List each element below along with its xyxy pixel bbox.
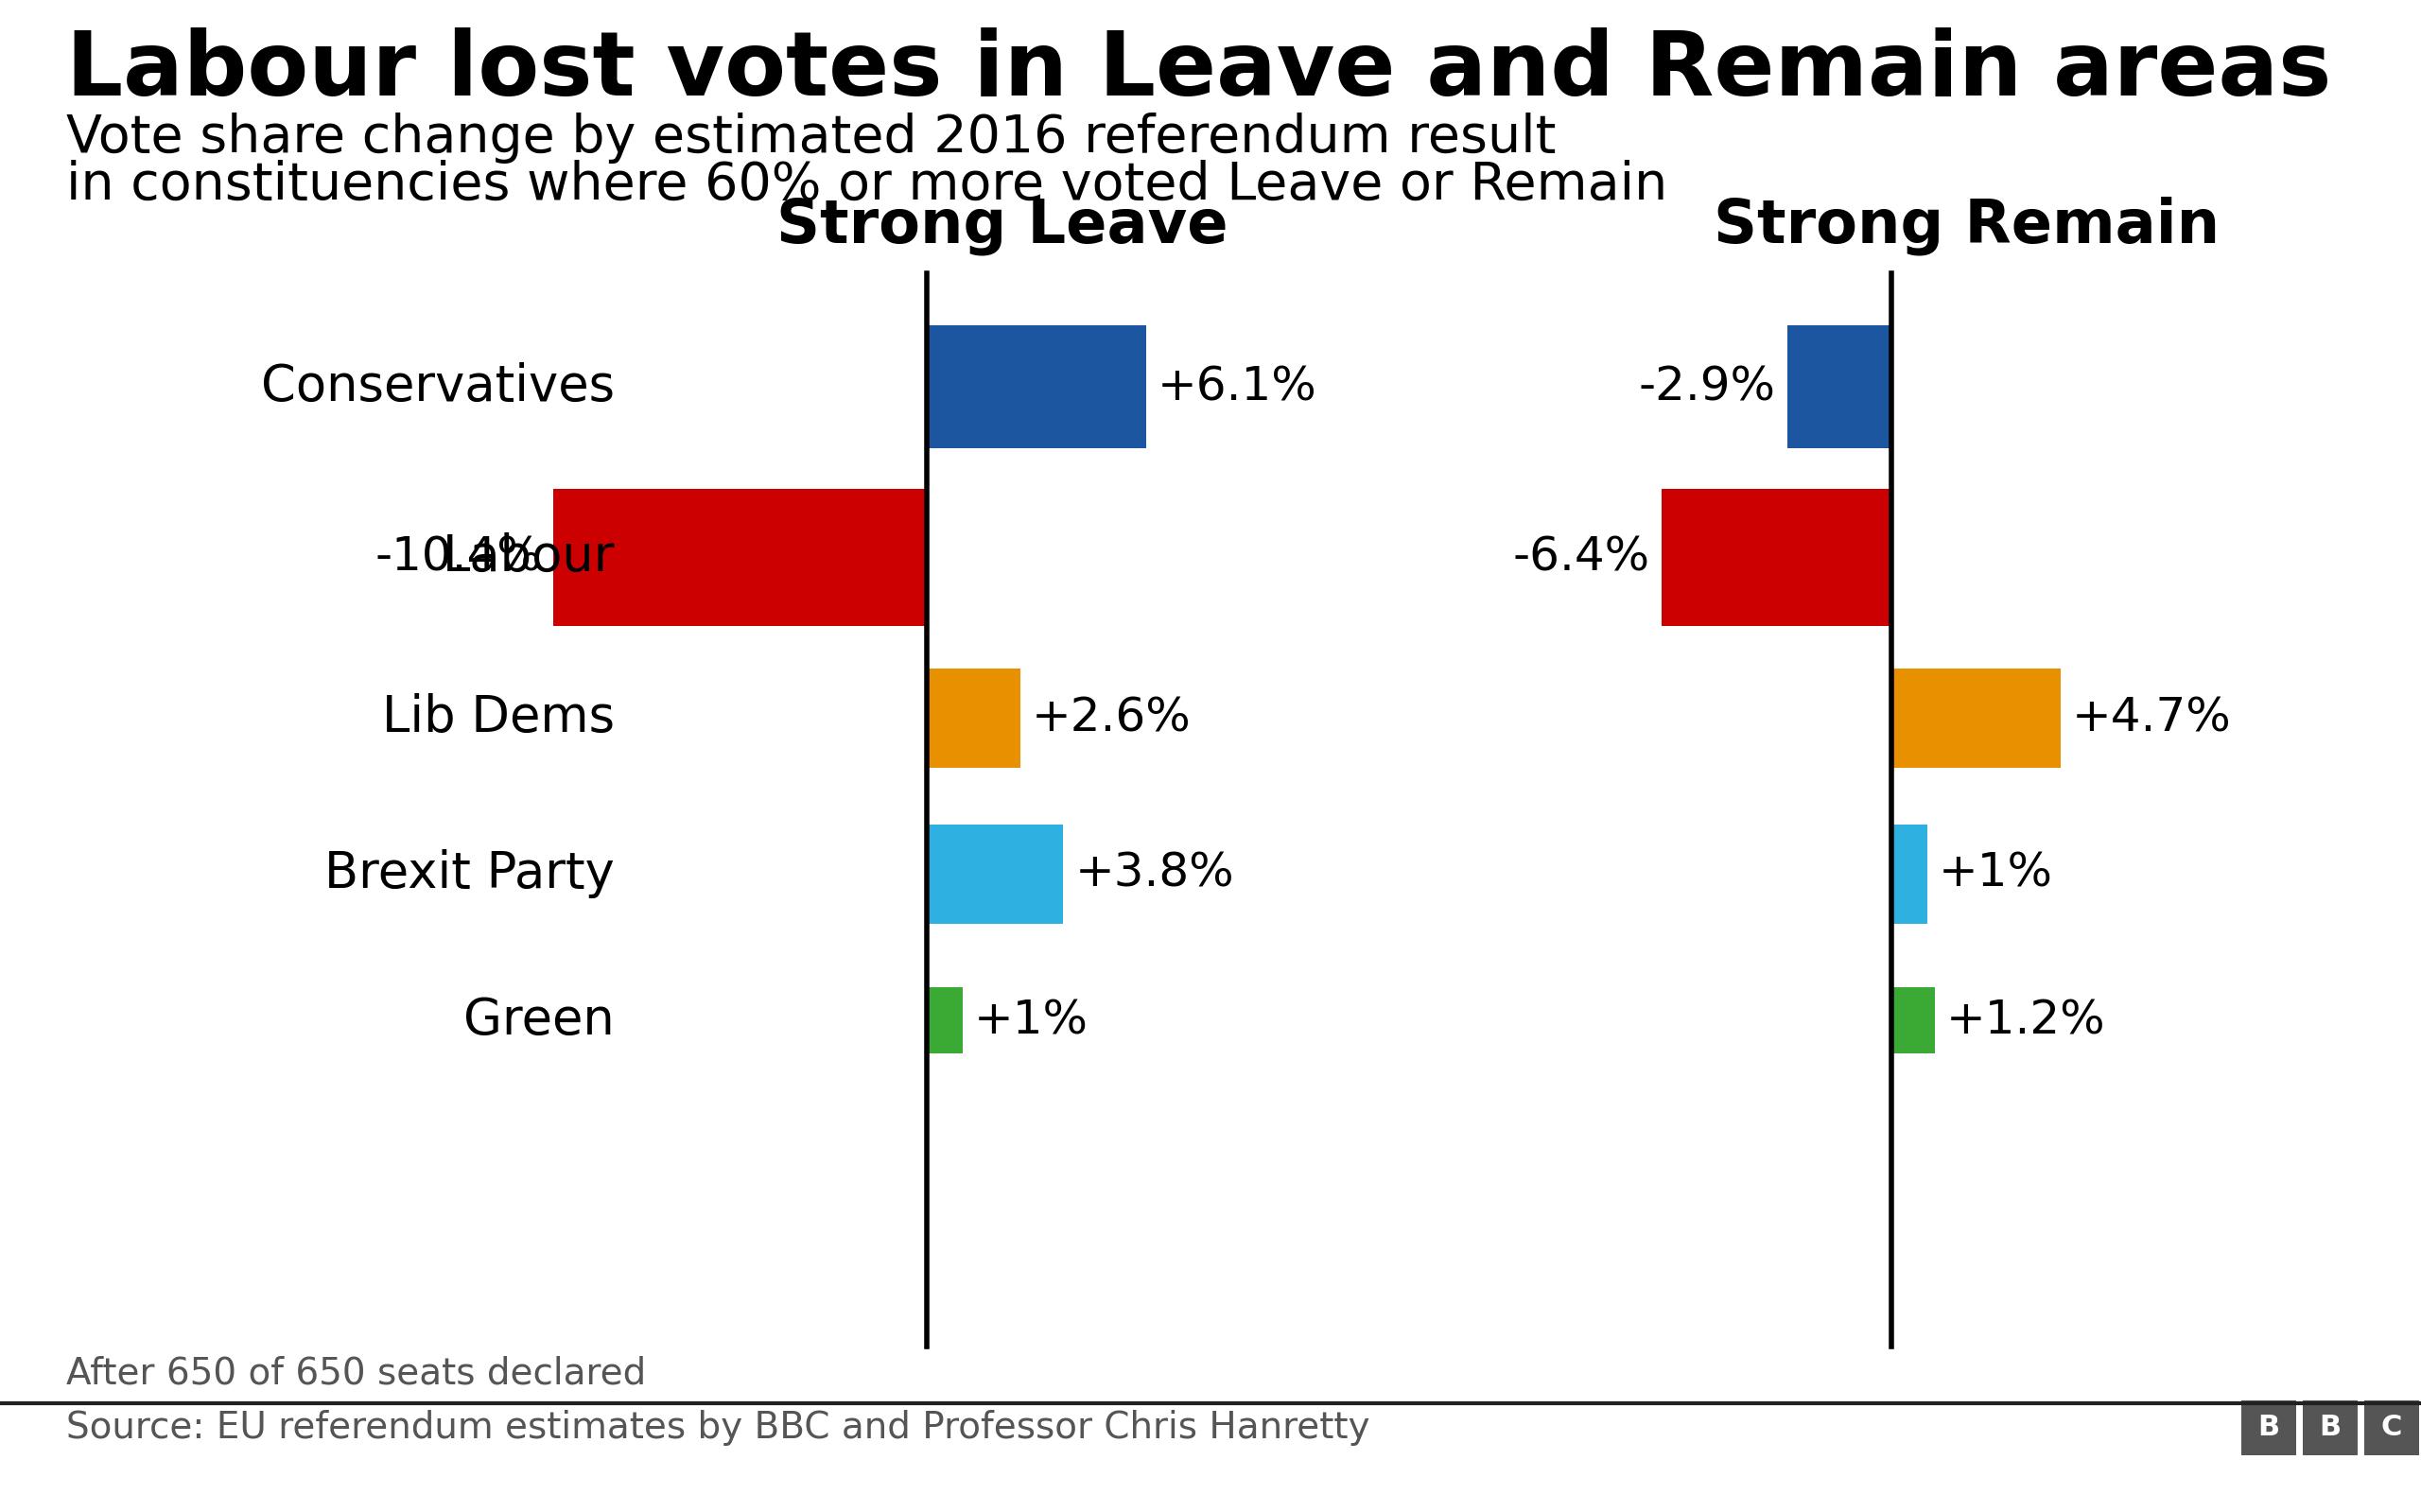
Text: Lib Dems: Lib Dems <box>383 692 615 742</box>
Text: C: C <box>2382 1414 2402 1441</box>
Bar <box>927 668 1019 768</box>
Bar <box>1891 987 1934 1054</box>
Text: -2.9%: -2.9% <box>1639 364 1777 410</box>
Bar <box>927 824 1063 924</box>
Text: +1.2%: +1.2% <box>1946 998 2106 1043</box>
Text: Strong Remain: Strong Remain <box>1714 197 2220 256</box>
Text: +2.6%: +2.6% <box>1031 696 1191 741</box>
Text: Strong Leave: Strong Leave <box>777 197 1227 256</box>
Bar <box>927 325 1145 448</box>
Text: Vote share change by estimated 2016 referendum result: Vote share change by estimated 2016 refe… <box>65 112 1557 163</box>
Bar <box>1661 488 1891 626</box>
Text: -6.4%: -6.4% <box>1513 534 1651 579</box>
Text: Source: EU referendum estimates by BBC and Professor Chris Hanretty: Source: EU referendum estimates by BBC a… <box>65 1409 1370 1445</box>
Bar <box>1787 325 1891 448</box>
Text: in constituencies where 60% or more voted Leave or Remain: in constituencies where 60% or more vote… <box>65 160 1668 210</box>
Bar <box>552 488 927 626</box>
Text: +1%: +1% <box>973 998 1089 1043</box>
Text: +4.7%: +4.7% <box>2072 696 2232 741</box>
Text: +6.1%: +6.1% <box>1157 364 1317 410</box>
Text: Labour lost votes in Leave and Remain areas: Labour lost votes in Leave and Remain ar… <box>65 27 2331 115</box>
Bar <box>927 987 964 1054</box>
Text: -10.4%: -10.4% <box>375 534 542 579</box>
Bar <box>2365 1400 2419 1455</box>
Text: +1%: +1% <box>1939 851 2053 897</box>
Bar <box>2242 1400 2295 1455</box>
Text: Brexit Party: Brexit Party <box>324 850 615 898</box>
Bar <box>1891 824 1927 924</box>
Bar <box>1891 668 2060 768</box>
Text: After 650 of 650 seats declared: After 650 of 650 seats declared <box>65 1356 646 1393</box>
Text: Green: Green <box>465 996 615 1045</box>
Text: B: B <box>2259 1414 2281 1441</box>
Bar <box>2302 1400 2358 1455</box>
Text: Conservatives: Conservatives <box>261 363 615 411</box>
Text: B: B <box>2319 1414 2341 1441</box>
Text: Labour: Labour <box>443 532 615 582</box>
Text: +3.8%: +3.8% <box>1075 851 1235 897</box>
